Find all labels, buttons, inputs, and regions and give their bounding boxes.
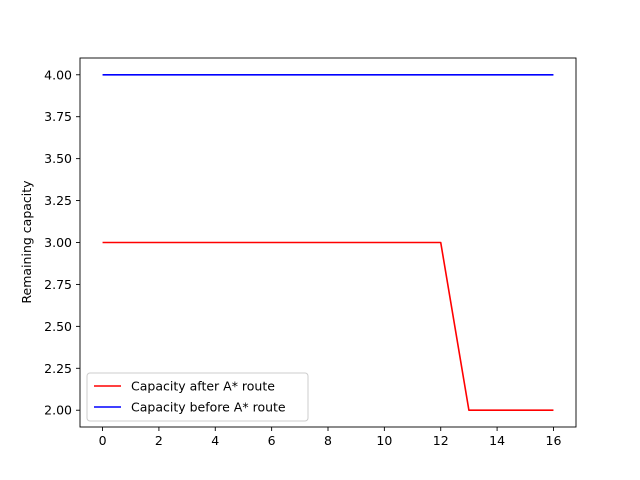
x-tick-label: 10 [376, 433, 392, 448]
y-tick-label: 4.00 [44, 67, 72, 82]
x-tick-label: 12 [433, 433, 449, 448]
x-tick-label: 0 [99, 433, 107, 448]
legend-box [86, 372, 309, 422]
legend-label-1: Capacity after A* route [131, 379, 275, 394]
x-tick-label: 4 [211, 433, 219, 448]
y-tick-label: 3.00 [44, 235, 72, 250]
x-tick-label: 2 [155, 433, 163, 448]
x-tick-label: 14 [489, 433, 505, 448]
y-tick-label: 2.50 [44, 319, 72, 334]
y-tick-label: 2.00 [44, 403, 72, 418]
y-tick-label: 3.75 [44, 109, 72, 124]
legend: Capacity after A* route Capacity before A… [86, 372, 309, 422]
series-line-1 [102, 241, 554, 412]
y-axis-label: Remaining capacity [19, 180, 34, 304]
x-tick-label: 16 [546, 433, 562, 448]
x-tick-label: 8 [324, 433, 332, 448]
y-tick-label: 2.25 [44, 361, 72, 376]
plot-area [102, 73, 554, 412]
axes: 0 2 4 6 8 10 12 14 16 2.00 2.25 2.50 2.75 3.00 3.25 3.5… [44, 57, 577, 448]
y-tick-label: 3.25 [44, 193, 72, 208]
x-tick-label: 6 [268, 433, 276, 448]
y-tick-label: 3.50 [44, 151, 72, 166]
y-tick-label: 2.75 [44, 277, 72, 292]
legend-label-2: Capacity before A* route [131, 400, 286, 415]
